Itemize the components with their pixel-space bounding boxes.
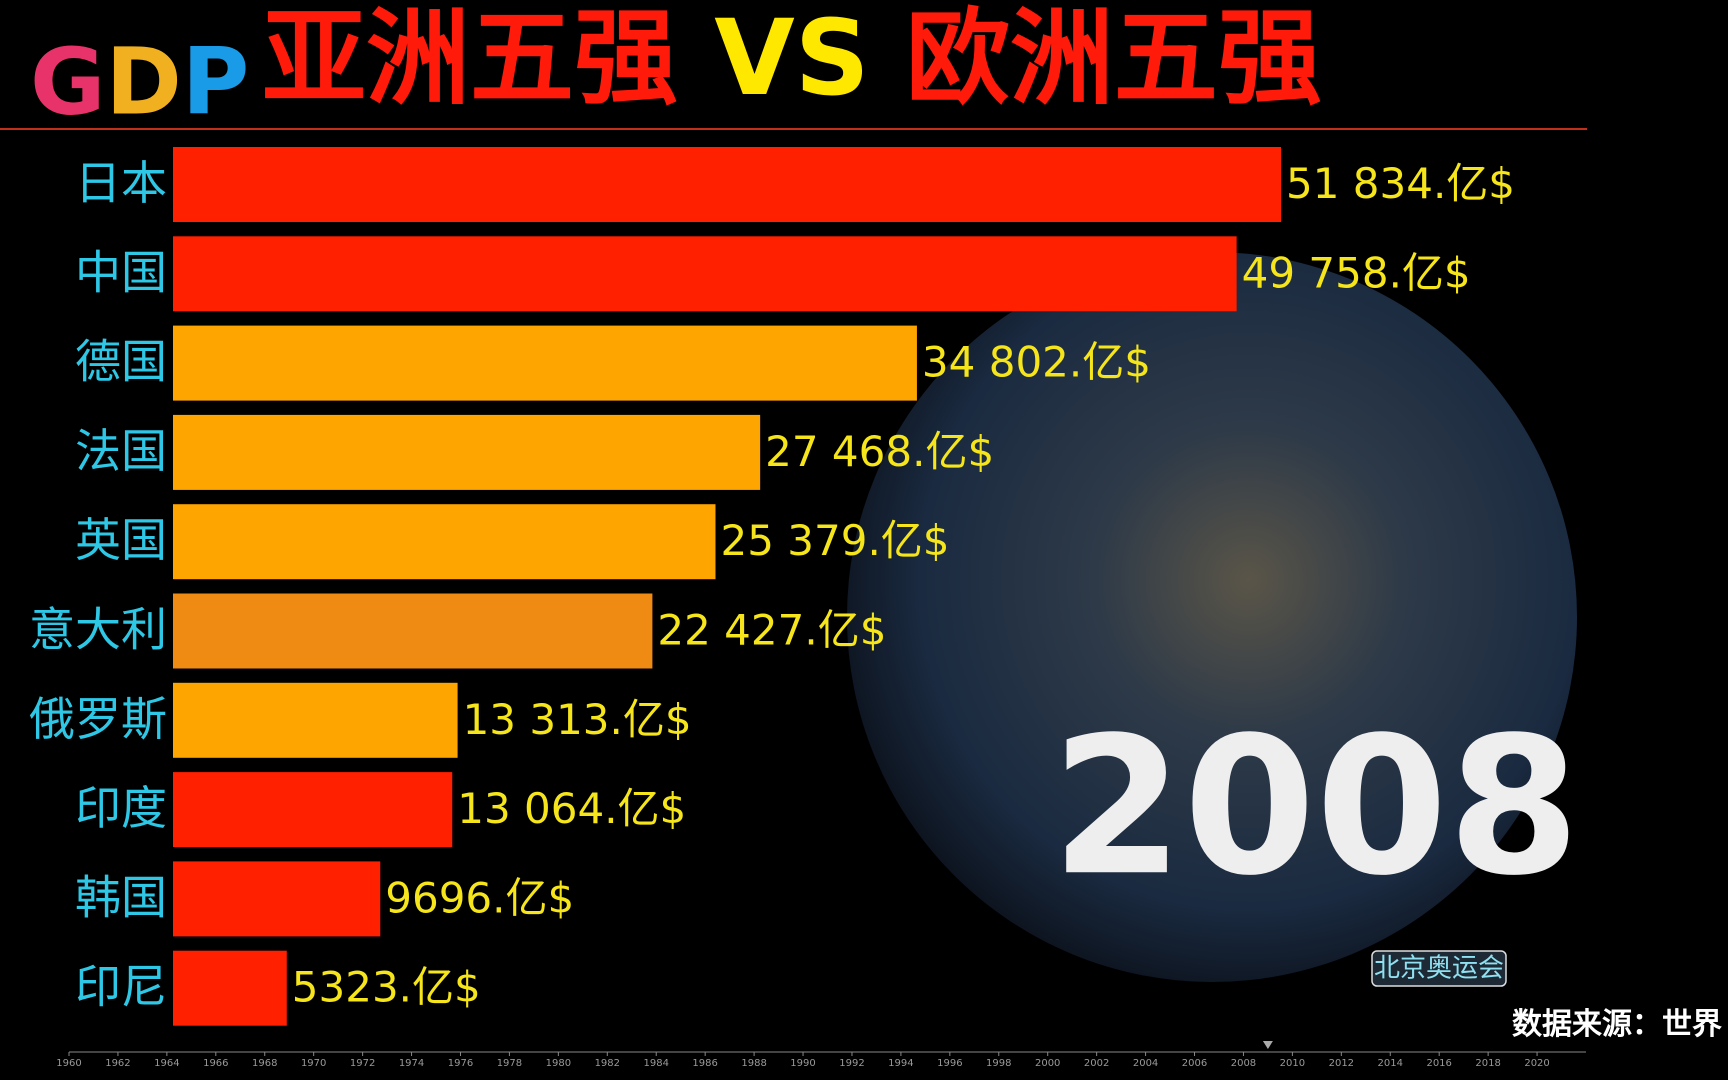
category-label: 中国	[75, 245, 167, 299]
category-label: 印度	[75, 781, 167, 835]
timeline-tick-label: 1992	[839, 1058, 864, 1069]
timeline-tick-label: 2014	[1378, 1058, 1403, 1069]
bar	[173, 504, 716, 580]
event-box	[1371, 950, 1507, 987]
timeline-tick-label: 2000	[1035, 1058, 1060, 1069]
timeline-tick-label: 1960	[56, 1058, 81, 1069]
timeline-tick-label: 1976	[448, 1058, 473, 1069]
bar	[173, 325, 917, 401]
timeline-tick-label: 1978	[497, 1058, 522, 1069]
value-label: 13 313.亿$	[463, 695, 692, 744]
bar	[173, 861, 381, 937]
timeline-tick-label: 1970	[301, 1058, 326, 1069]
title-part: 亚洲五强	[262, 0, 678, 119]
timeline-tick-label: 2016	[1426, 1058, 1451, 1069]
category-label: 德国	[75, 335, 167, 389]
timeline-marker	[1262, 1041, 1273, 1049]
timeline-tick-label: 1964	[154, 1058, 179, 1069]
title-part: VS	[714, 0, 869, 119]
timeline-tick-label: 2020	[1524, 1058, 1549, 1069]
value-label: 25 379.亿$	[720, 516, 949, 565]
timeline-tick-label: 1972	[350, 1058, 375, 1069]
timeline-tick-label: 2010	[1280, 1058, 1305, 1069]
source: 数据来源：世界	[1512, 1007, 1722, 1042]
event-label: 北京奥运会	[1374, 954, 1504, 984]
timeline-tick-label: 2018	[1475, 1058, 1500, 1069]
timeline-tick-label: 1994	[888, 1058, 913, 1069]
logo: GDP	[30, 28, 249, 135]
value-label: 49 758.亿$	[1242, 248, 1471, 297]
value-label: 5323.亿$	[292, 963, 481, 1012]
bar	[173, 950, 287, 1026]
timeline-tick-label: 1962	[105, 1058, 130, 1069]
category-label: 印尼	[75, 960, 167, 1014]
category-label: 俄罗斯	[29, 692, 167, 746]
chart-title: 亚洲五强 VS 欧洲五强	[262, 0, 1322, 119]
value-label: 22 427.亿$	[657, 606, 886, 655]
timeline-tick-label: 1988	[741, 1058, 766, 1069]
value-label: 51 834.亿$	[1286, 159, 1515, 208]
timeline-tick-label: 2002	[1084, 1058, 1109, 1069]
timeline-tick-label: 1968	[252, 1058, 277, 1069]
value-label: 9696.亿$	[385, 873, 574, 922]
timeline-tick-label: 1966	[203, 1058, 228, 1069]
bar	[173, 147, 1281, 222]
value-label: 13 064.亿$	[457, 784, 686, 833]
bar	[173, 414, 761, 490]
title-part: 欧洲五强	[906, 0, 1322, 119]
bar	[173, 682, 458, 758]
timeline-tick-label: 2004	[1133, 1058, 1158, 1069]
category-label: 日本	[75, 156, 167, 210]
category-label: 英国	[75, 513, 167, 567]
timeline-tick-label: 1982	[595, 1058, 620, 1069]
category-label: 韩国	[75, 870, 167, 924]
timeline-tick-label: 2006	[1182, 1058, 1207, 1069]
category-label: 法国	[75, 424, 167, 478]
value-label: 34 802.亿$	[922, 338, 1151, 387]
bar	[173, 593, 653, 669]
category-label: 意大利	[29, 603, 167, 657]
timeline-tick-label: 1974	[399, 1058, 424, 1069]
timeline-tick-label: 1996	[937, 1058, 962, 1069]
timeline-tick-label: 1984	[643, 1058, 668, 1069]
timeline-tick-label: 1980	[546, 1058, 571, 1069]
timeline-tick-label: 2008	[1231, 1058, 1256, 1069]
bar	[173, 236, 1237, 312]
timeline-tick-label: 2012	[1329, 1058, 1354, 1069]
timeline-tick-label: 1990	[790, 1058, 815, 1069]
value-label: 27 468.亿$	[765, 427, 994, 476]
earth-background	[847, 252, 1577, 982]
timeline-tick-label: 1986	[692, 1058, 717, 1069]
period-label: 2008	[1051, 696, 1580, 917]
timeline-tick-label: 1998	[986, 1058, 1011, 1069]
bar	[173, 772, 453, 848]
